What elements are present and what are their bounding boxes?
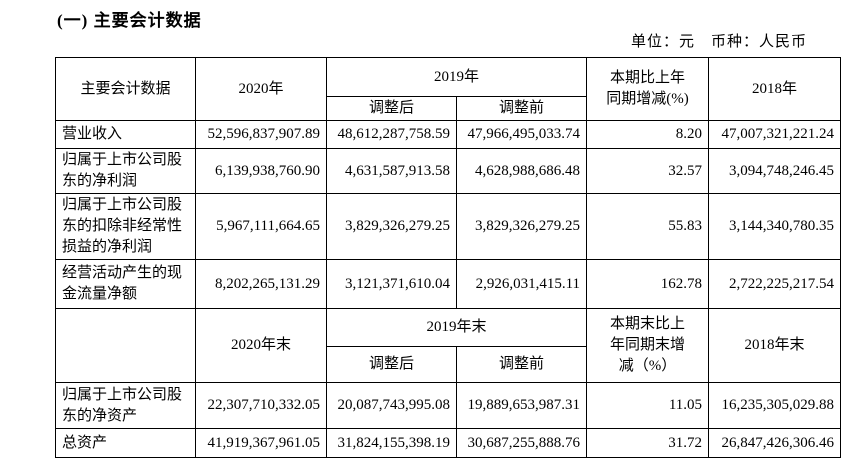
- cell-change: 32.57: [586, 148, 710, 194]
- cell-change: 162.78: [586, 259, 710, 309]
- header-adjusted-after: 调整后: [326, 96, 457, 121]
- section-title: (一) 主要会计数据: [57, 11, 202, 30]
- cell-2019-before: 3,829,326,279.25: [455, 193, 588, 260]
- cell-2019-after: 31,824,155,398.19: [326, 428, 457, 458]
- row-label: 归属于上市公司股 东的扣除非经常性 损益的净利润: [55, 193, 196, 260]
- header-adjusted-before: 调整前: [455, 96, 588, 121]
- header-row-adjust: 调整后 调整前: [56, 96, 841, 121]
- table-row-operating-cash-flow: 经营活动产生的现 金流量净额 8,202,265,131.29 3,121,37…: [55, 259, 842, 309]
- header-2018: 2018年: [708, 57, 842, 121]
- cell-2019-after: 48,612,287,758.59: [326, 120, 457, 149]
- cell-2018: 16,235,305,029.88: [708, 382, 842, 429]
- cell-2020: 6,139,938,760.90: [195, 148, 327, 194]
- header-2019: 2019年: [325, 57, 588, 97]
- table-row-net-assets: 归属于上市公司股 东的净资产 22,307,710,332.05 20,087,…: [55, 382, 842, 429]
- table-row-total-assets: 总资产 41,919,367,961.05 31,824,155,398.19 …: [55, 428, 842, 458]
- table-row-revenue: 营业收入 52,596,837,907.89 48,612,287,758.59…: [55, 120, 842, 149]
- cell-2018: 3,094,748,246.45: [708, 148, 842, 194]
- cell-2018: 26,847,426,306.46: [708, 428, 842, 458]
- cell-2018: 47,007,321,221.24: [708, 120, 842, 149]
- cell-2019-after: 20,087,743,995.08: [326, 382, 457, 429]
- row-label: 营业收入: [55, 120, 196, 149]
- header-2018-end: 2018年末: [708, 308, 842, 383]
- cell-2020: 22,307,710,332.05: [195, 382, 327, 429]
- cell-2018: 2,722,225,217.54: [708, 259, 842, 309]
- header-adjusted-before: 调整前: [455, 346, 588, 383]
- unit-currency-note: 单位：元 币种：人民币: [630, 34, 807, 50]
- cell-2019-before: 47,966,495,033.74: [455, 120, 588, 149]
- header-2019-end: 2019年末: [325, 308, 588, 347]
- cell-change: 55.83: [586, 193, 710, 260]
- header-yoy-change: 本期比上年 同期增减(%): [586, 57, 710, 121]
- table-row-net-profit-deducted: 归属于上市公司股 东的扣除非经常性 损益的净利润 5,967,111,664.6…: [55, 193, 842, 260]
- header-row-annual: 主要会计数据 2020年 2019年 本期比上年 同期增减(%) 2018年: [55, 57, 842, 121]
- row-label: 经营活动产生的现 金流量净额: [55, 259, 196, 309]
- row-label: 归属于上市公司股 东的净资产: [55, 382, 196, 429]
- cell-2019-after: 3,829,326,279.25: [326, 193, 457, 260]
- cell-change: 11.05: [586, 382, 710, 429]
- header-metric-label-empty: [55, 308, 196, 383]
- cell-2020: 52,596,837,907.89: [195, 120, 327, 149]
- cell-2019-before: 2,926,031,415.11: [455, 259, 588, 309]
- cell-change: 8.20: [586, 120, 710, 149]
- header-2020-end: 2020年末: [195, 308, 327, 383]
- cell-2019-after: 3,121,371,610.04: [326, 259, 457, 309]
- cell-2019-after: 4,631,587,913.58: [326, 148, 457, 194]
- table-row-net-profit: 归属于上市公司股 东的净利润 6,139,938,760.90 4,631,58…: [55, 148, 842, 194]
- header-row-adjust-yearend: 调整后 调整前: [56, 346, 841, 383]
- cell-2020: 41,919,367,961.05: [195, 428, 327, 458]
- row-label: 总资产: [55, 428, 196, 458]
- cell-2018: 3,144,340,780.35: [708, 193, 842, 260]
- header-metric-label: 主要会计数据: [55, 57, 196, 121]
- cell-2019-before: 30,687,255,888.76: [455, 428, 588, 458]
- cell-2019-before: 19,889,653,987.31: [455, 382, 588, 429]
- header-row-yearend: 2020年末 2019年末 本期末比上 年同期末增 减（%） 2018年末: [55, 308, 842, 383]
- cell-change: 31.72: [586, 428, 710, 458]
- header-adjusted-after: 调整后: [326, 346, 457, 383]
- header-2020: 2020年: [195, 57, 327, 121]
- main-accounting-data-table: 主要会计数据 2020年 2019年 本期比上年 同期增减(%) 2018年 调…: [55, 57, 842, 458]
- header-yearend-change: 本期末比上 年同期末增 减（%）: [586, 308, 710, 383]
- cell-2019-before: 4,628,988,686.48: [455, 148, 588, 194]
- cell-2020: 5,967,111,664.65: [195, 193, 327, 260]
- cell-2020: 8,202,265,131.29: [195, 259, 327, 309]
- row-label: 归属于上市公司股 东的净利润: [55, 148, 196, 194]
